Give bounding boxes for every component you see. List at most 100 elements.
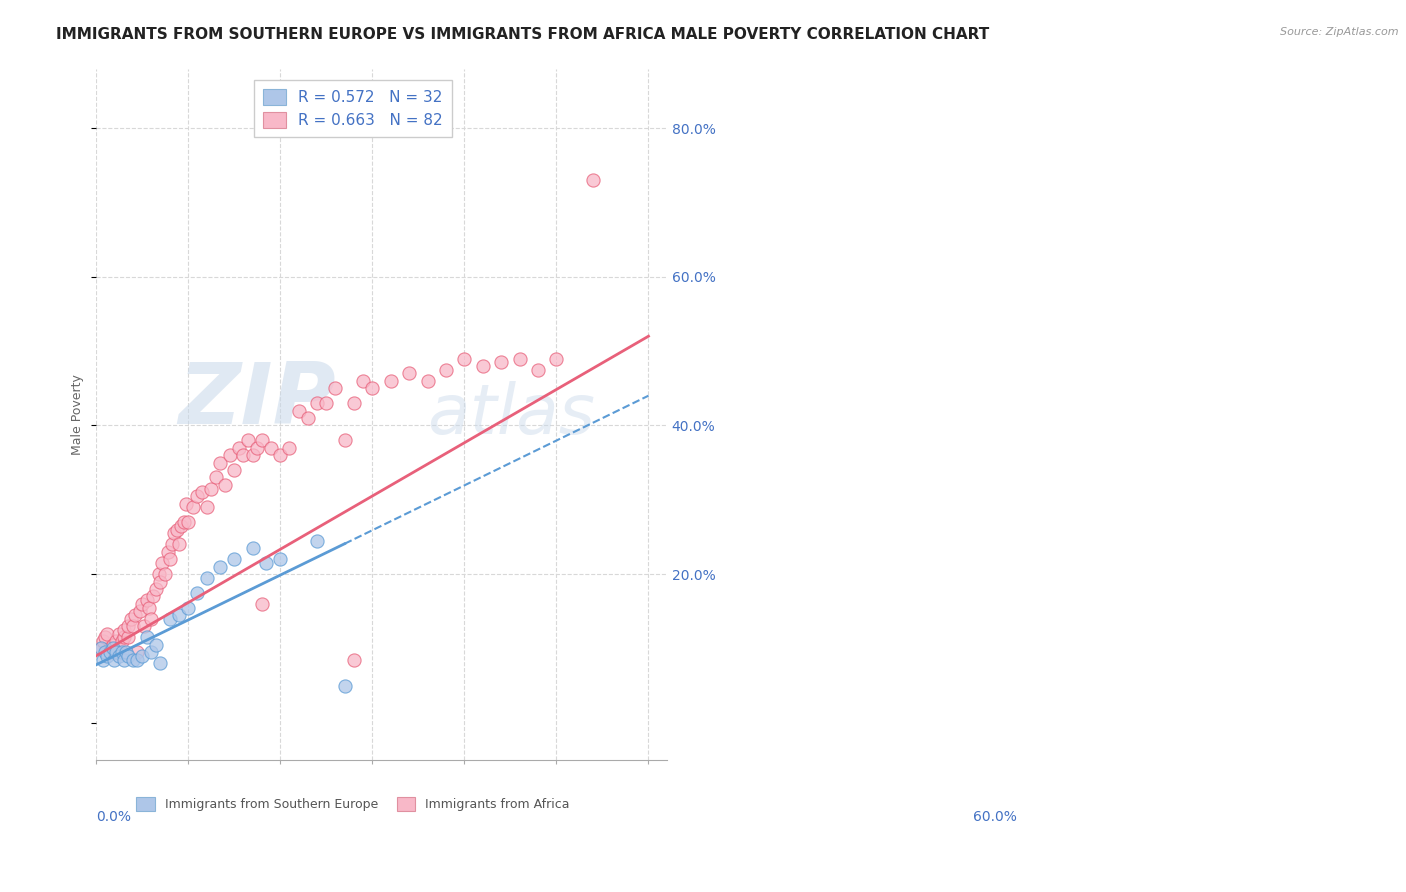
Point <box>117 631 139 645</box>
Point <box>96 648 118 663</box>
Point <box>159 552 181 566</box>
Point <box>416 374 439 388</box>
Point <box>94 645 117 659</box>
Point <box>93 634 115 648</box>
Point <box>250 597 273 611</box>
Text: atlas: atlas <box>427 381 595 448</box>
Point <box>236 434 259 448</box>
Point <box>150 556 173 570</box>
Point <box>195 500 218 515</box>
Point <box>142 590 165 604</box>
Point <box>120 612 142 626</box>
Point <box>112 653 135 667</box>
Point <box>361 381 384 395</box>
Point <box>305 533 328 548</box>
Point <box>103 645 125 659</box>
Point <box>195 571 218 585</box>
Point <box>131 648 153 663</box>
Point <box>343 653 366 667</box>
Point <box>305 396 328 410</box>
Legend: Immigrants from Southern Europe, Immigrants from Africa: Immigrants from Southern Europe, Immigra… <box>131 792 575 816</box>
Point <box>153 567 176 582</box>
Point <box>333 679 356 693</box>
Point <box>101 638 124 652</box>
Point <box>250 434 273 448</box>
Point <box>527 362 550 376</box>
Point <box>278 441 301 455</box>
Point <box>114 645 136 659</box>
Text: 0.0%: 0.0% <box>96 810 131 824</box>
Point <box>149 657 172 671</box>
Point <box>174 496 197 510</box>
Point <box>352 374 374 388</box>
Text: 60.0%: 60.0% <box>973 810 1017 824</box>
Point <box>269 552 291 566</box>
Text: Source: ZipAtlas.com: Source: ZipAtlas.com <box>1281 27 1399 37</box>
Point <box>191 485 214 500</box>
Point <box>333 434 356 448</box>
Point <box>214 478 236 492</box>
Point <box>453 351 475 366</box>
Point <box>145 638 167 652</box>
Point <box>112 623 135 637</box>
Point <box>582 173 605 187</box>
Point <box>127 653 149 667</box>
Point <box>94 631 117 645</box>
Point <box>398 367 420 381</box>
Point <box>489 355 512 369</box>
Point <box>218 448 240 462</box>
Point <box>156 545 179 559</box>
Point <box>224 552 246 566</box>
Point <box>101 641 124 656</box>
Point <box>149 574 172 589</box>
Point <box>108 648 131 663</box>
Point <box>224 463 246 477</box>
Point <box>163 526 186 541</box>
Point <box>325 381 347 395</box>
Point <box>141 645 163 659</box>
Point <box>131 597 153 611</box>
Point <box>124 608 146 623</box>
Point <box>105 634 128 648</box>
Point <box>297 411 319 425</box>
Point <box>135 631 157 645</box>
Point <box>315 396 337 410</box>
Point <box>111 634 134 648</box>
Y-axis label: Male Poverty: Male Poverty <box>72 374 84 455</box>
Point <box>138 600 160 615</box>
Point <box>380 374 402 388</box>
Point <box>111 645 134 659</box>
Point <box>204 470 226 484</box>
Point <box>117 619 139 633</box>
Point <box>103 653 125 667</box>
Point <box>269 448 291 462</box>
Point <box>186 585 208 599</box>
Point <box>160 537 183 551</box>
Point <box>434 362 457 376</box>
Text: IMMIGRANTS FROM SOUTHERN EUROPE VS IMMIGRANTS FROM AFRICA MALE POVERTY CORRELATI: IMMIGRANTS FROM SOUTHERN EUROPE VS IMMIG… <box>56 27 990 42</box>
Point <box>546 351 568 366</box>
Point <box>127 645 149 659</box>
Point <box>93 653 115 667</box>
Point <box>98 641 121 656</box>
Point <box>287 403 309 417</box>
Point <box>246 441 269 455</box>
Point <box>228 441 250 455</box>
Point <box>105 645 128 659</box>
Point <box>343 396 366 410</box>
Point <box>209 456 232 470</box>
Point <box>159 612 181 626</box>
Point <box>135 593 157 607</box>
Point <box>98 645 121 659</box>
Point <box>129 604 152 618</box>
Point <box>122 619 145 633</box>
Point <box>148 567 170 582</box>
Point <box>509 351 531 366</box>
Point <box>96 626 118 640</box>
Point <box>122 653 145 667</box>
Point <box>177 600 200 615</box>
Point <box>181 500 204 515</box>
Point <box>200 482 222 496</box>
Point <box>112 631 135 645</box>
Point <box>170 518 193 533</box>
